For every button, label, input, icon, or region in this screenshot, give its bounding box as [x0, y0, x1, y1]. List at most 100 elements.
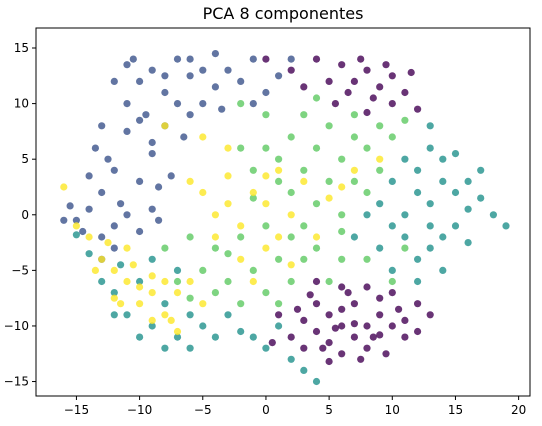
data-point [237, 222, 245, 230]
data-point [344, 88, 352, 97]
data-point [363, 322, 371, 330]
data-point [173, 327, 182, 336]
data-point [388, 133, 396, 141]
data-point [85, 250, 93, 258]
data-point [275, 166, 283, 174]
data-point [357, 55, 365, 63]
data-point [464, 239, 472, 247]
data-point [275, 255, 283, 263]
data-point [382, 61, 390, 69]
data-point [388, 72, 396, 80]
y-tick-label: −15 [4, 375, 29, 389]
data-point [110, 166, 118, 174]
data-point [123, 277, 131, 286]
data-point [224, 66, 232, 74]
data-point [262, 244, 270, 252]
data-point [325, 194, 333, 202]
data-point [363, 211, 371, 219]
data-point [262, 55, 270, 63]
data-point [262, 111, 270, 119]
data-point [414, 105, 422, 113]
data-point [161, 344, 169, 352]
data-point [338, 350, 346, 358]
data-point [312, 233, 321, 241]
data-point [211, 233, 219, 241]
data-point [388, 277, 396, 286]
data-point [110, 311, 118, 319]
data-point [161, 122, 169, 130]
data-point [350, 320, 358, 328]
data-point [331, 100, 339, 108]
data-point [325, 77, 333, 85]
data-point [338, 211, 346, 219]
data-point [312, 94, 321, 102]
data-point [123, 61, 131, 69]
data-point [98, 233, 106, 241]
data-point [60, 216, 68, 224]
data-point [325, 339, 333, 347]
data-point [275, 300, 283, 308]
data-point [331, 324, 339, 332]
data-point [325, 122, 333, 130]
data-point [268, 339, 276, 347]
data-point [262, 344, 270, 352]
data-point [376, 244, 384, 252]
data-point [414, 277, 422, 286]
data-point [218, 105, 226, 113]
data-point [325, 311, 333, 319]
data-point [300, 344, 308, 352]
data-point [98, 188, 106, 197]
data-point [91, 266, 99, 274]
data-point [363, 344, 371, 352]
data-point [376, 200, 384, 208]
data-point [224, 277, 232, 286]
data-point [262, 144, 270, 152]
data-point [357, 355, 365, 363]
data-point [262, 200, 270, 208]
data-point [338, 61, 346, 69]
data-point [249, 333, 257, 341]
data-point [136, 227, 144, 236]
data-point [129, 55, 137, 63]
data-point [224, 250, 232, 258]
y-tick-label: 15 [14, 41, 29, 55]
y-tick-label: −10 [4, 319, 29, 333]
data-point [123, 244, 131, 252]
data-point [287, 277, 295, 286]
data-point [136, 77, 144, 85]
data-point [148, 255, 156, 263]
data-point [237, 77, 245, 85]
data-point [426, 222, 434, 230]
data-point [186, 344, 194, 352]
data-point [363, 144, 371, 152]
data-point [350, 300, 358, 308]
data-point [350, 177, 358, 185]
data-point [167, 316, 175, 324]
data-point [426, 244, 434, 252]
data-point [325, 357, 333, 366]
data-point [173, 277, 182, 286]
data-point [237, 300, 245, 308]
data-point [312, 144, 321, 152]
data-point [72, 222, 80, 230]
data-point [186, 277, 194, 286]
data-point [249, 188, 257, 197]
data-point [275, 322, 283, 330]
data-point [363, 66, 371, 74]
data-point [414, 300, 422, 308]
data-point [489, 211, 497, 219]
x-tick-label: 20 [511, 403, 526, 417]
data-point [161, 311, 169, 319]
data-point [211, 289, 219, 297]
x-tick-label: −15 [64, 403, 89, 417]
plot-frame [35, 27, 531, 397]
data-point [85, 172, 93, 180]
data-point [401, 316, 409, 324]
data-point [199, 266, 207, 274]
data-point [319, 344, 327, 352]
x-tick-label: 0 [262, 403, 270, 417]
data-point [388, 289, 396, 297]
data-point [142, 111, 150, 119]
data-point [148, 150, 156, 158]
data-point [414, 166, 422, 174]
